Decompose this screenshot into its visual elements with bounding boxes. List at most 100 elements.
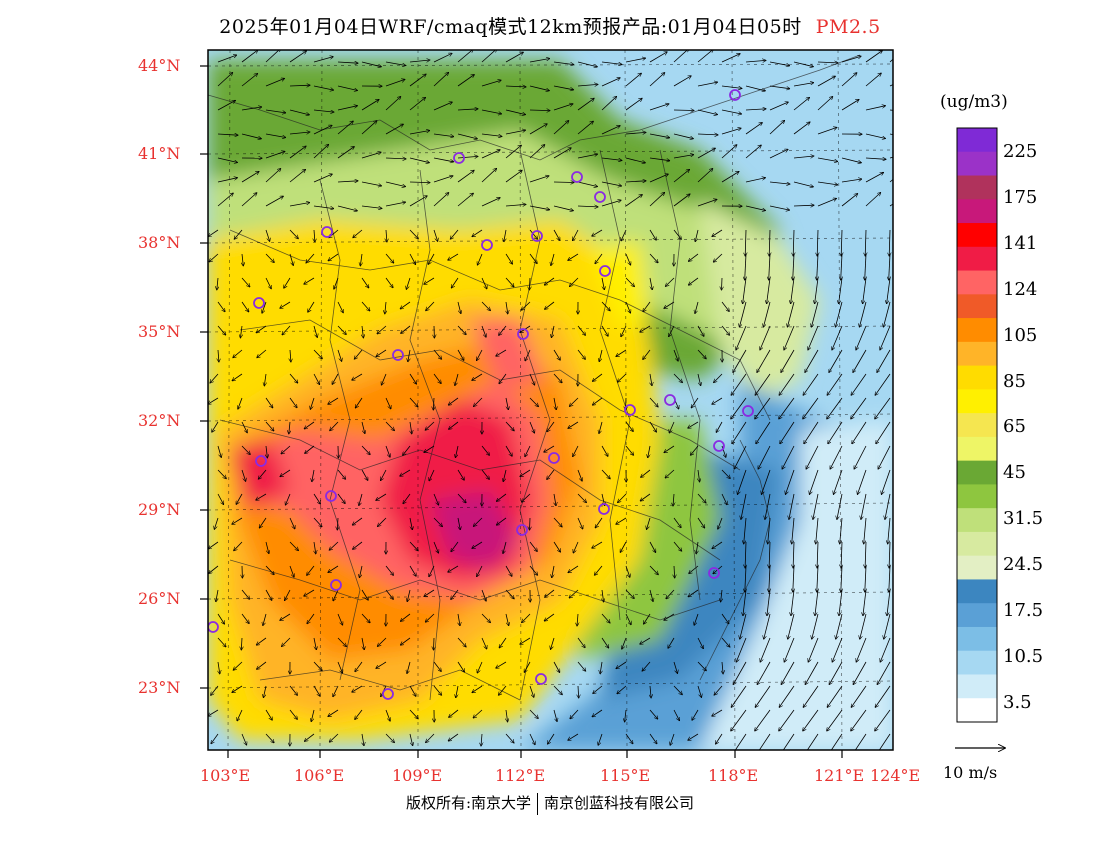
wind-arrow bbox=[697, 373, 701, 386]
wind-arrow bbox=[477, 565, 483, 577]
wind-arrow bbox=[793, 205, 814, 206]
wind-arrow bbox=[617, 685, 627, 694]
wind-arrow bbox=[625, 181, 646, 182]
city-marker bbox=[535, 673, 547, 685]
wind-arrow bbox=[306, 253, 315, 263]
wind-arrow bbox=[625, 565, 630, 577]
wind-arrow bbox=[505, 445, 512, 456]
wind-arrow bbox=[827, 373, 843, 395]
wind-arrow bbox=[649, 73, 665, 87]
wind-arrow bbox=[841, 100, 859, 111]
wind-arrow bbox=[553, 685, 562, 695]
wind-arrow bbox=[332, 373, 339, 384]
colorbar-swatch bbox=[957, 270, 997, 295]
wind-arrow bbox=[853, 661, 867, 685]
wind-arrow bbox=[673, 169, 690, 183]
colorbar-swatch bbox=[957, 698, 997, 723]
wind-arrow bbox=[649, 397, 658, 407]
wind-arrow bbox=[472, 541, 483, 548]
wind-arrow bbox=[817, 157, 838, 162]
wind-arrow bbox=[521, 301, 531, 310]
wind-arrow bbox=[289, 132, 310, 135]
wind-arrow bbox=[409, 685, 416, 696]
wind-arrow bbox=[424, 445, 435, 453]
wind-arrow bbox=[673, 76, 691, 87]
colorbar-swatch bbox=[957, 508, 997, 533]
wind-arrow bbox=[553, 205, 573, 211]
wind-arrow bbox=[529, 373, 535, 385]
wind-arrow bbox=[281, 445, 291, 454]
wind-arrow bbox=[337, 121, 353, 135]
wind-arrow bbox=[361, 121, 377, 135]
wind-arrow bbox=[793, 122, 810, 135]
wind-arrow bbox=[505, 204, 526, 206]
wind-arrow bbox=[553, 373, 562, 383]
wind-arrow bbox=[779, 373, 795, 395]
city-marker bbox=[516, 524, 528, 536]
colorbar-unit: (ug/m3) bbox=[940, 92, 1008, 112]
wind-arrow bbox=[289, 51, 307, 63]
wind-arrow bbox=[599, 421, 603, 434]
wind-arrow bbox=[625, 589, 634, 599]
wind-arrow bbox=[649, 133, 670, 138]
colorbar bbox=[957, 128, 997, 723]
wind-arrow bbox=[673, 50, 689, 63]
wind-arrow bbox=[617, 373, 627, 382]
wind-arrow bbox=[381, 373, 387, 385]
wind-arrow bbox=[305, 445, 315, 454]
wind-arrow bbox=[793, 61, 813, 67]
wind-arrow bbox=[499, 373, 507, 384]
wind-arrow bbox=[743, 589, 747, 616]
wind-arrow bbox=[472, 685, 483, 693]
wind-arrow bbox=[731, 685, 747, 707]
wind-arrow bbox=[758, 445, 771, 469]
wind-arrow bbox=[433, 229, 438, 241]
wind-arrow bbox=[854, 445, 867, 469]
wind-arrow bbox=[377, 325, 387, 334]
wind-arrow bbox=[743, 277, 747, 304]
wind-arrow bbox=[210, 373, 219, 383]
wind-arrow bbox=[409, 196, 427, 207]
wind-arrow bbox=[817, 97, 833, 111]
wind-arrow bbox=[505, 109, 526, 115]
wind-arrow bbox=[757, 349, 771, 373]
wind-arrow bbox=[409, 541, 418, 551]
wind-arrow bbox=[745, 123, 762, 135]
wind-arrow bbox=[692, 709, 699, 720]
wind-arrow bbox=[817, 229, 818, 256]
wind-arrow bbox=[496, 349, 507, 356]
wind-arrow bbox=[601, 157, 622, 160]
wind-arrow bbox=[640, 325, 651, 332]
wind-arrow bbox=[601, 445, 608, 456]
wind-arrow bbox=[409, 229, 418, 239]
city-marker bbox=[548, 452, 560, 464]
wind-arrow bbox=[865, 565, 866, 592]
wind-arrow bbox=[217, 100, 236, 111]
wind-arrow bbox=[208, 541, 219, 549]
wind-arrow bbox=[880, 325, 891, 350]
wind-arrow bbox=[828, 421, 843, 444]
wind-arrow bbox=[426, 301, 435, 311]
wind-arrow bbox=[883, 301, 891, 327]
wind-arrow bbox=[841, 194, 858, 207]
wind-arrow bbox=[289, 565, 294, 577]
wind-arrow bbox=[457, 193, 473, 207]
wind-arrow bbox=[451, 277, 459, 288]
wind-arrow bbox=[761, 469, 771, 495]
wind-arrow bbox=[313, 174, 332, 183]
wind-arrow bbox=[554, 493, 556, 506]
wind-arrow bbox=[577, 154, 598, 159]
wind-arrow bbox=[433, 685, 442, 695]
wind-arrow bbox=[241, 50, 258, 63]
wind-arrow bbox=[265, 229, 270, 241]
wind-arrow bbox=[529, 685, 534, 697]
wind-arrow bbox=[649, 157, 670, 161]
wind-arrow bbox=[791, 589, 795, 616]
wind-arrow bbox=[477, 253, 483, 265]
wind-arrow bbox=[551, 253, 555, 266]
wind-arrow bbox=[362, 325, 363, 338]
wind-arrow bbox=[457, 493, 466, 503]
wind-arrow bbox=[740, 613, 747, 639]
wind-arrow bbox=[217, 55, 237, 63]
wind-arrow bbox=[359, 493, 363, 506]
